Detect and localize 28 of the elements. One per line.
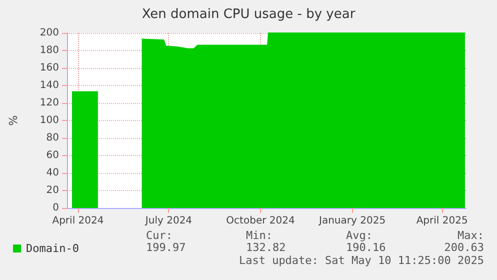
x-tick-label: October 2024 bbox=[226, 216, 295, 226]
y-tick-label: 40 bbox=[46, 168, 59, 178]
x-tick-label: April 2025 bbox=[416, 216, 468, 226]
y-axis-title: % bbox=[7, 115, 20, 126]
text: 199.97 bbox=[146, 241, 186, 254]
y-tick-label: 120 bbox=[40, 98, 59, 108]
y-tick-label: 180 bbox=[40, 45, 59, 56]
text: Min: bbox=[246, 229, 272, 242]
text: 132.82 bbox=[246, 241, 286, 254]
y-tick-label: 20 bbox=[46, 185, 59, 196]
y-tick-label: 160 bbox=[40, 62, 59, 74]
y-tick-label: 0 bbox=[52, 202, 59, 214]
text: 200.63 bbox=[444, 241, 484, 254]
text: Max: bbox=[458, 229, 484, 242]
text: Last update: Sat May 10 11:25:00 2025 bbox=[238, 254, 484, 267]
y-tick-label: 200 bbox=[40, 28, 59, 38]
text: 190.16 bbox=[346, 241, 386, 254]
y-tick-label: 80 bbox=[46, 132, 59, 144]
legend-label: Domain-0 bbox=[26, 242, 79, 255]
chart-title: Xen domain CPU usage - by year bbox=[142, 7, 356, 22]
text: Avg: bbox=[346, 229, 372, 242]
y-tick-label: 140 bbox=[40, 80, 59, 91]
y-tick-label: 60 bbox=[46, 150, 59, 161]
x-tick-label: July 2024 bbox=[144, 216, 192, 226]
x-tick-label: April 2024 bbox=[52, 216, 104, 226]
y-tick-label: 100 bbox=[40, 115, 59, 126]
text: Cur: bbox=[146, 229, 172, 242]
x-tick-label: January 2025 bbox=[318, 216, 386, 226]
